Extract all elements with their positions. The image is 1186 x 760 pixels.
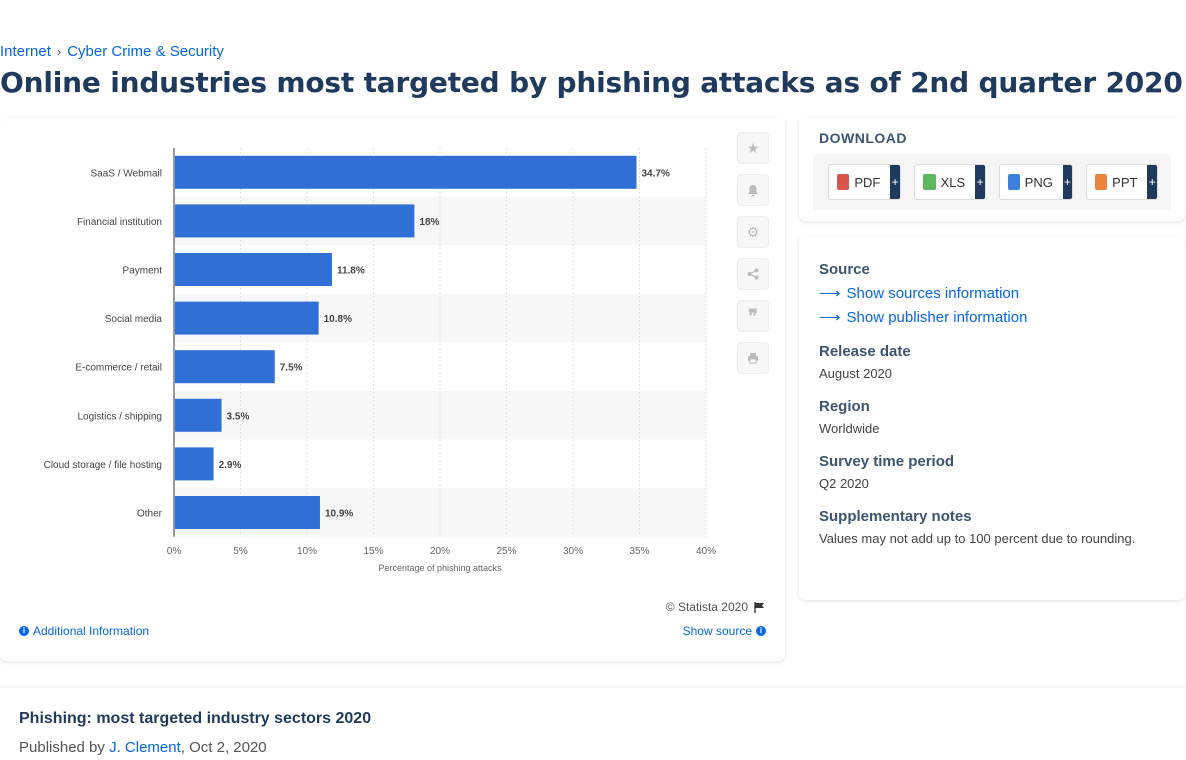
copyright-text: © Statista 2020 [665,600,748,614]
region-label: Region [819,398,870,415]
category-label: Cloud storage / file hosting [44,460,162,471]
breadcrumb-internet[interactable]: Internet [0,43,51,60]
bar [175,496,320,529]
x-tick-label: 5% [233,546,248,557]
row-band [174,391,706,440]
plus-icon: + [975,165,985,199]
download-xls-button[interactable]: XLS + [914,164,986,200]
plus-icon: + [1062,165,1072,199]
xls-icon [923,174,936,190]
plus-icon: + [890,165,900,199]
page-title: Online industries most targeted by phish… [0,66,1183,99]
release-date-value: August 2020 [819,366,893,381]
download-pdf-label: PDF [854,174,881,190]
data-label: 11.8% [337,266,365,277]
data-label: 34.7% [642,168,670,179]
ppt-icon [1095,174,1108,190]
info-icon: i [756,626,766,636]
download-buttons: PDF + XLS + PNG + PPT + [813,154,1171,210]
category-label: Financial institution [77,217,162,228]
download-ppt-button[interactable]: PPT + [1086,164,1158,200]
data-label: 10.8% [324,314,352,325]
author-link[interactable]: J. Clement [109,739,181,756]
arrow-right-icon: ⟶ [819,285,841,302]
category-label: Other [137,509,163,520]
source-label: Source [819,261,870,278]
show-sources-label: Show sources information [846,284,1020,302]
star-icon[interactable]: ★ [737,132,769,164]
show-publisher-label: Show publisher information [846,308,1028,326]
quote-icon[interactable]: ❞ [737,300,769,332]
category-label: SaaS / Webmail [90,168,162,179]
published-date: , Oct 2, 2020 [180,739,267,756]
category-label: Logistics / shipping [78,411,163,422]
supplementary-notes-label: Supplementary notes [819,508,972,525]
bar-chart: 0% 5% 10% 15% 20% 25% 30% 35% 40% SaaS / Webmail 3… [44,148,716,573]
show-source-link[interactable]: Show source i [683,624,766,638]
download-png-label: PNG [1024,174,1053,190]
related-statistic-card: Phishing: most targeted industry sectors… [0,688,1186,760]
data-label: 7.5% [280,363,303,374]
data-label: 10.9% [325,509,353,520]
published-by: Published by J. Clement, Oct 2, 2020 [19,739,267,756]
bar [175,253,332,286]
published-prefix: Published by [19,739,110,756]
survey-period-value: Q2 2020 [819,476,869,491]
region-value: Worldwide [819,421,880,436]
x-tick-label: 40% [696,546,716,557]
chart-card: 0% 5% 10% 15% 20% 25% 30% 35% 40% SaaS / Webmail 3… [0,118,785,661]
download-pdf-button[interactable]: PDF + [828,164,901,200]
plus-icon: + [1147,165,1157,199]
bell-icon[interactable] [737,174,769,206]
additional-information-label: Additional Information [33,624,150,638]
download-xls-label: XLS [940,174,966,190]
data-label: 3.5% [227,411,250,422]
copyright: © Statista 2020 [666,600,765,614]
breadcrumb-cyber-crime[interactable]: Cyber Crime & Security [67,43,224,60]
survey-period-label: Survey time period [819,453,955,470]
download-card: DOWNLOAD PDF + XLS + PNG + PPT + [799,118,1185,221]
x-tick-label: 35% [629,546,649,557]
info-icon: i [19,626,29,636]
x-tick-label: 20% [430,546,450,557]
x-tick-label: 10% [297,546,317,557]
bar [175,350,275,384]
gear-icon[interactable]: ⚙ [737,216,769,248]
category-label: E-commerce / retail [75,363,162,374]
x-axis-title: Percentage of phishing attacks [378,563,502,573]
download-title: DOWNLOAD [819,130,907,146]
data-label: 2.9% [219,460,242,471]
category-label: Payment [123,266,163,277]
related-title[interactable]: Phishing: most targeted industry sectors… [19,710,372,727]
pdf-icon [837,174,850,190]
additional-information-link[interactable]: i Additional Information [19,624,149,638]
bar [175,301,319,335]
flag-icon[interactable] [754,601,765,613]
x-tick-label: 0% [167,546,182,557]
release-date-label: Release date [819,343,911,360]
share-icon[interactable] [737,258,769,290]
breadcrumb: Internet › Cyber Crime & Security [0,43,224,60]
print-icon[interactable] [737,342,769,374]
chart-toolbar: ★ ⚙ ❞ [737,132,769,374]
show-source-label: Show source [682,624,752,638]
data-label: 18% [419,217,439,228]
show-publisher-link[interactable]: ⟶ Show publisher information [819,308,1028,327]
bar [175,155,637,189]
download-png-button[interactable]: PNG + [999,164,1073,200]
show-sources-link[interactable]: ⟶ Show sources information [819,284,1020,303]
category-label: Social media [105,314,163,325]
bar [175,204,415,238]
bar [175,398,222,432]
x-tick-label: 30% [563,546,583,557]
arrow-right-icon: ⟶ [819,309,841,326]
breadcrumb-separator: › [56,44,62,59]
supplementary-notes-value: Values may not add up to 100 percent due… [819,531,1136,546]
bar [175,447,214,481]
statistic-details-card: Source ⟶ Show sources information ⟶ Show… [799,237,1185,600]
png-icon [1008,174,1020,190]
x-tick-label: 25% [496,546,516,557]
x-tick-label: 15% [363,546,383,557]
download-ppt-label: PPT [1112,174,1138,190]
